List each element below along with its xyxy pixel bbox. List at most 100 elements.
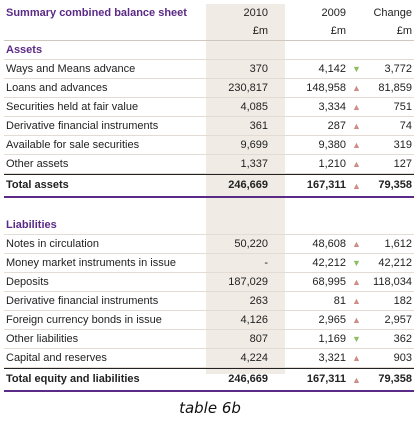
assets-rows: Ways and Means advance 370 4,142 ▼ 3,772 Loan… bbox=[4, 60, 414, 174]
row-label: Total equity and liabilities bbox=[6, 373, 140, 385]
table-row: Other liabilities 807 1,169 ▼ 362 bbox=[4, 330, 414, 349]
row-label: Money market instruments in issue bbox=[6, 257, 176, 269]
value-change: 127 bbox=[393, 158, 412, 170]
value-change: 74 bbox=[399, 120, 412, 132]
table-row: Loans and advances 230,817 148,958 ▲ 81,859 bbox=[4, 79, 414, 98]
value-2010: 230,817 bbox=[228, 82, 268, 94]
table-row: Foreign currency bonds in issue 4,126 2,96… bbox=[4, 311, 414, 330]
arrow-up-icon: ▲ bbox=[352, 181, 361, 191]
value-2010: 246,669 bbox=[228, 373, 268, 385]
row-label: Loans and advances bbox=[6, 82, 108, 94]
liabilities-heading: Liabilities bbox=[6, 219, 57, 231]
arrow-up-icon: ▲ bbox=[352, 239, 361, 249]
value-2009: 3,334 bbox=[318, 101, 346, 113]
value-2010: 263 bbox=[249, 295, 268, 307]
value-2010: 187,029 bbox=[228, 276, 268, 288]
value-change: 42,212 bbox=[378, 257, 412, 269]
value-change: 1,612 bbox=[384, 238, 412, 250]
arrow-up-icon: ▲ bbox=[352, 121, 361, 131]
table-title: Summary combined balance sheet bbox=[6, 7, 187, 19]
value-2009: 42,212 bbox=[312, 257, 346, 269]
value-2010: 4,085 bbox=[240, 101, 268, 113]
value-change: 182 bbox=[393, 295, 412, 307]
value-change: 3,772 bbox=[384, 63, 412, 75]
header-2010: 2010 bbox=[243, 7, 268, 19]
total-liabilities-row: Total equity and liabilities 246,669 167… bbox=[4, 368, 414, 392]
row-label: Total assets bbox=[6, 179, 69, 191]
arrow-up-icon: ▲ bbox=[352, 277, 361, 287]
row-label: Notes in circulation bbox=[6, 238, 99, 250]
table-row: Capital and reserves 4,224 3,321 ▲ 903 bbox=[4, 349, 414, 368]
value-2009: 9,380 bbox=[318, 139, 346, 151]
arrow-down-icon: ▼ bbox=[352, 64, 361, 74]
liabilities-rows: Notes in circulation 50,220 48,608 ▲ 1,612 Mo… bbox=[4, 235, 414, 368]
table-row: Money market instruments in issue - 42,212… bbox=[4, 254, 414, 273]
value-2009: 287 bbox=[327, 120, 346, 132]
arrow-up-icon: ▲ bbox=[352, 83, 361, 93]
arrow-up-icon: ▲ bbox=[352, 102, 361, 112]
value-2010: 246,669 bbox=[228, 179, 268, 191]
value-2010: - bbox=[264, 257, 268, 269]
row-label: Capital and reserves bbox=[6, 352, 107, 364]
value-2009: 81 bbox=[333, 295, 346, 307]
table-caption: table 6b bbox=[179, 399, 241, 417]
arrow-up-icon: ▲ bbox=[352, 375, 361, 385]
value-change: 362 bbox=[393, 333, 412, 345]
table-row: Other assets 1,337 1,210 ▲ 127 bbox=[4, 155, 414, 174]
value-2010: 4,224 bbox=[240, 352, 268, 364]
value-change: 319 bbox=[393, 139, 412, 151]
value-change: 81,859 bbox=[378, 82, 412, 94]
header-2009: 2009 bbox=[321, 7, 346, 19]
unit-2010: £m bbox=[252, 25, 268, 37]
unit-2009: £m bbox=[330, 25, 346, 37]
table-row: Derivative financial instruments 263 81 ▲ 18… bbox=[4, 292, 414, 311]
table-row: Notes in circulation 50,220 48,608 ▲ 1,612 bbox=[4, 235, 414, 254]
row-label: Foreign currency bonds in issue bbox=[6, 314, 162, 326]
value-2009: 48,608 bbox=[312, 238, 346, 250]
value-2010: 361 bbox=[249, 120, 268, 132]
value-2009: 1,169 bbox=[318, 333, 346, 345]
unit-row: £m £m £m bbox=[4, 22, 414, 41]
arrow-up-icon: ▲ bbox=[352, 140, 361, 150]
value-2009: 167,311 bbox=[306, 179, 346, 191]
value-change: 751 bbox=[393, 101, 412, 113]
row-label: Deposits bbox=[6, 276, 49, 288]
row-label: Available for sale securities bbox=[6, 139, 140, 151]
arrow-down-icon: ▼ bbox=[352, 334, 361, 344]
total-assets-row: Total assets 246,669 167,311 ▲ 79,358 bbox=[4, 174, 414, 198]
column-2010-shading bbox=[206, 4, 285, 374]
header-change: Change bbox=[373, 7, 412, 19]
arrow-up-icon: ▲ bbox=[352, 296, 361, 306]
arrow-up-icon: ▲ bbox=[352, 159, 361, 169]
value-2010: 370 bbox=[249, 63, 268, 75]
table-row: Derivative financial instruments 361 287 ▲ 7… bbox=[4, 117, 414, 136]
liabilities-heading-row: Liabilities bbox=[4, 216, 414, 235]
table-row: Securities held at fair value 4,085 3,334 ▲… bbox=[4, 98, 414, 117]
value-2009: 148,958 bbox=[306, 82, 346, 94]
value-change: 79,358 bbox=[378, 373, 412, 385]
value-change: 903 bbox=[393, 352, 412, 364]
row-label: Other liabilities bbox=[6, 333, 79, 345]
table-row: Ways and Means advance 370 4,142 ▼ 3,772 bbox=[4, 60, 414, 79]
value-change: 79,358 bbox=[378, 179, 412, 191]
row-label: Other assets bbox=[6, 158, 69, 170]
value-2009: 2,965 bbox=[318, 314, 346, 326]
value-2010: 1,337 bbox=[240, 158, 268, 170]
value-2009: 68,995 bbox=[312, 276, 346, 288]
value-2009: 4,142 bbox=[318, 63, 346, 75]
assets-heading-row: Assets bbox=[4, 41, 414, 60]
header-row: Summary combined balance sheet 2010 2009… bbox=[4, 4, 414, 22]
unit-change: £m bbox=[396, 25, 412, 37]
table-row: Deposits 187,029 68,995 ▲ 118,034 bbox=[4, 273, 414, 292]
value-2009: 3,321 bbox=[318, 352, 346, 364]
row-label: Ways and Means advance bbox=[6, 63, 136, 75]
arrow-up-icon: ▲ bbox=[352, 353, 361, 363]
value-2010: 9,699 bbox=[240, 139, 268, 151]
arrow-up-icon: ▲ bbox=[352, 315, 361, 325]
balance-sheet-table: Summary combined balance sheet 2010 2009… bbox=[4, 4, 414, 392]
row-label: Securities held at fair value bbox=[6, 101, 139, 113]
value-change: 118,034 bbox=[373, 276, 412, 288]
row-label: Derivative financial instruments bbox=[6, 120, 159, 132]
value-2010: 807 bbox=[249, 333, 268, 345]
table-row: Available for sale securities 9,699 9,380 ▲… bbox=[4, 136, 414, 155]
